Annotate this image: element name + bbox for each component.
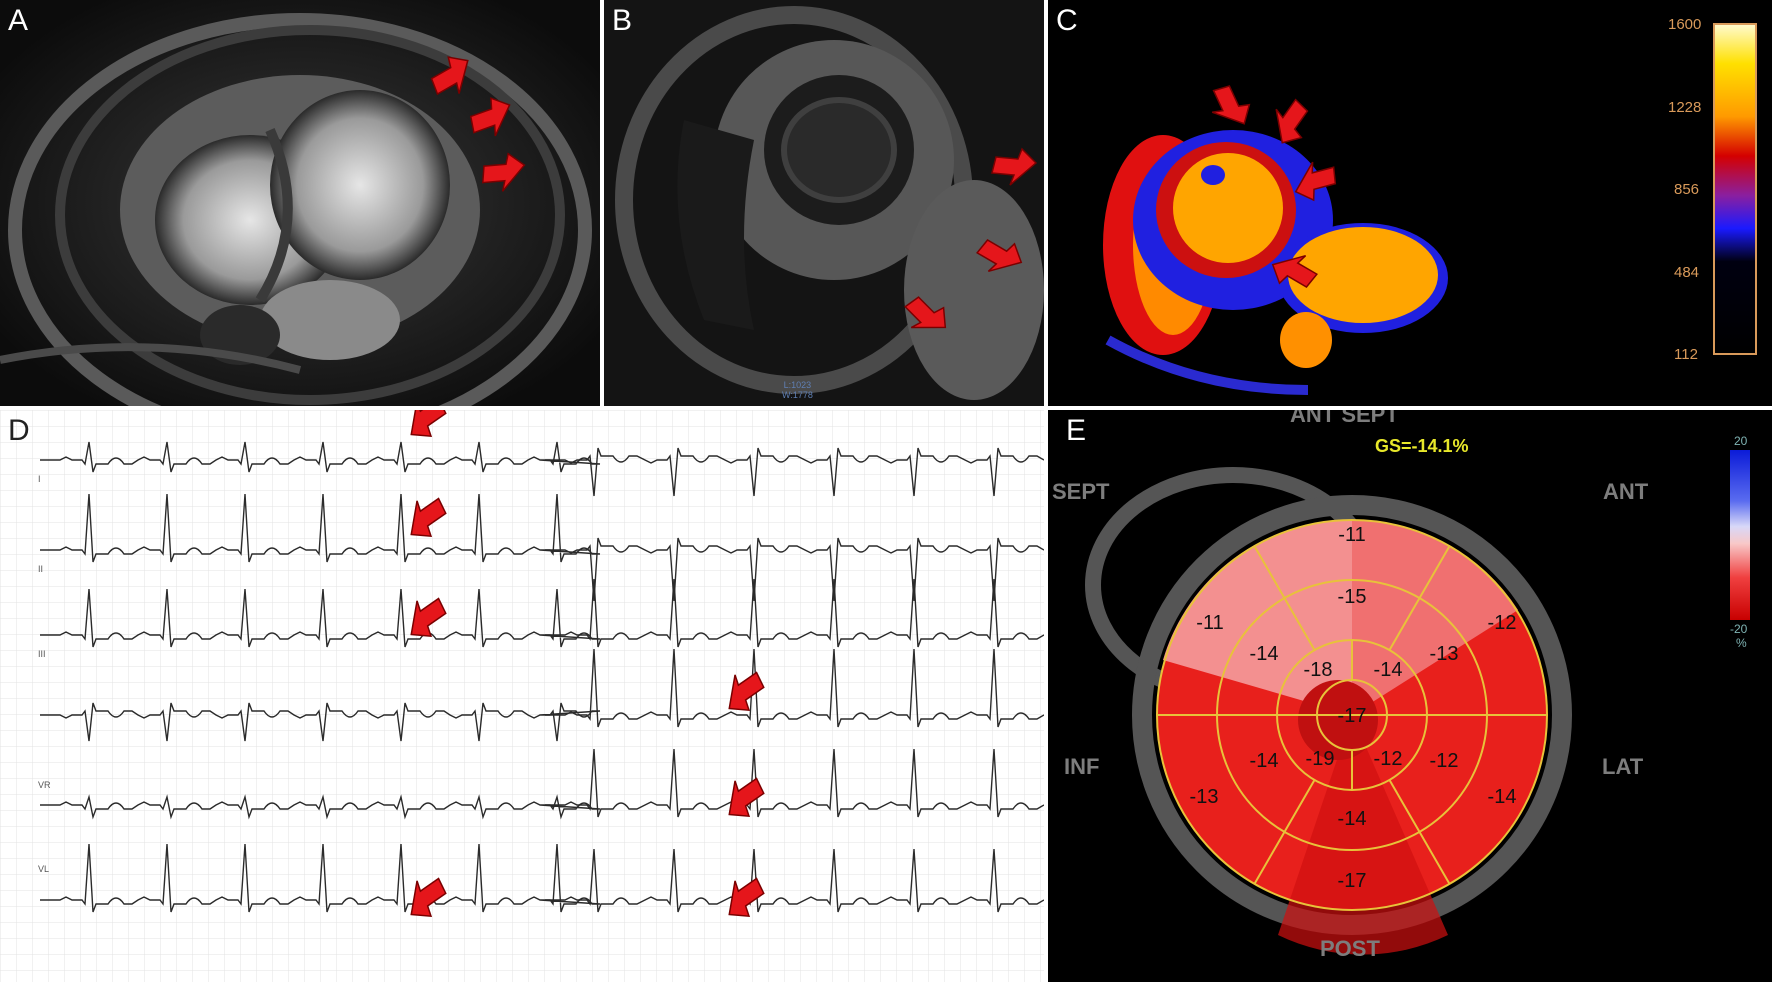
- arrow-d-6: [410, 877, 447, 918]
- lead-label-vl: VL: [38, 864, 49, 874]
- arrow-c-4: [1271, 254, 1318, 288]
- strain-scale-min: -20: [1730, 622, 1748, 636]
- panel-letter-e: E: [1066, 414, 1087, 447]
- orient-ant-sept-label: ANT SEPT: [1290, 410, 1399, 427]
- strain-scale-unit: %: [1736, 636, 1747, 650]
- arrow-d-4: [728, 671, 765, 712]
- lead-label-i: I: [38, 474, 41, 484]
- segment-outer-6: -11: [1196, 612, 1223, 634]
- ecg-right-trace: [545, 748, 1044, 818]
- colorbar-tick-1600: 1600: [1668, 16, 1702, 33]
- segment-middle-5: -14: [1250, 750, 1279, 772]
- mri-short-axis-image: [604, 0, 1044, 406]
- arrow-d-2: [410, 497, 447, 538]
- segment-inner-3: -19: [1306, 748, 1335, 770]
- window-level-l: L:1023: [783, 380, 812, 390]
- segment-middle-3: -12: [1430, 750, 1459, 772]
- segment-outer-1: -11: [1338, 524, 1365, 546]
- window-level-w: W:1778: [782, 390, 813, 400]
- arrow-d-3: [410, 597, 447, 638]
- colorbar-tick-112: 112: [1674, 346, 1698, 363]
- arrow-a-2: [469, 97, 511, 137]
- arrow-b-3: [904, 296, 947, 329]
- segment-middle-1: -15: [1338, 586, 1367, 608]
- ecg-left-trace: [40, 588, 601, 648]
- arrow-b-2: [976, 239, 1023, 273]
- lead-label-vr: VR: [38, 780, 51, 790]
- segment-inner-1: -14: [1374, 659, 1403, 681]
- arrow-d-5: [728, 777, 765, 818]
- segment-middle-6: -14: [1250, 643, 1279, 665]
- bullseye-plot: -11 -12 -14 -17 -13 -11 -15 -13 -12 -14 …: [1085, 450, 1750, 955]
- panel-letter-c: C: [1056, 4, 1078, 37]
- colorbar-tick-856: 856: [1674, 181, 1700, 198]
- panel-letter-b: B: [612, 4, 633, 37]
- segment-outer-5: -13: [1190, 786, 1219, 808]
- panel-e-strain-bullseye: -11 -12 -14 -17 -13 -11 -15 -13 -12 -14 …: [1048, 410, 1772, 982]
- segment-outer-4: -17: [1338, 870, 1367, 892]
- arrow-d-1: [410, 410, 447, 438]
- segment-inner-4: -18: [1304, 659, 1333, 681]
- orient-post: POST: [1320, 936, 1380, 961]
- t1-map-image: [1103, 23, 1757, 395]
- ecg-left-trace: [40, 702, 601, 742]
- segment-outer-2: -12: [1488, 612, 1517, 634]
- ecg-right-trace: [545, 447, 1044, 497]
- arrow-a-1: [430, 56, 469, 96]
- segment-middle-2: -13: [1430, 643, 1459, 665]
- arrow-c-3: [1294, 161, 1337, 202]
- ecg-right-trace: [545, 537, 1044, 602]
- ecg-right-trace: [545, 578, 1044, 648]
- colorbar-tick-1228: 1228: [1668, 99, 1702, 116]
- window-level-text: L:1023 W:1778: [782, 380, 813, 400]
- ecg-left-trace: [40, 843, 601, 913]
- panel-c-t1-mapping: C 1600 1228 856 484 112: [1048, 0, 1772, 406]
- lead-label-iii: III: [38, 649, 46, 659]
- lead-label-ii: II: [38, 564, 43, 574]
- arrow-c-1: [1211, 85, 1251, 125]
- panel-d-ecg: I II III VR VL D: [0, 410, 1044, 982]
- ecg-right-trace: [545, 648, 1044, 728]
- panel-letter-d: D: [8, 414, 30, 447]
- orient-sept: SEPT: [1052, 479, 1110, 504]
- orient-ant: ANT: [1603, 479, 1649, 504]
- panel-letter-a: A: [8, 4, 29, 37]
- arrow-a-3: [481, 152, 526, 192]
- arrow-d-7: [728, 877, 765, 918]
- colorbar-tick-484: 484: [1674, 264, 1700, 281]
- mri-four-chamber-image: [0, 0, 600, 406]
- panel-a-cardiac-mri-four-chamber: A: [0, 0, 600, 406]
- ecg-right-trace: [545, 848, 1044, 913]
- ecg-left-trace: [40, 493, 601, 563]
- arrow-b-1: [991, 147, 1038, 186]
- global-strain-label: GS=-14.1%: [1375, 436, 1469, 456]
- orient-lat: LAT: [1602, 754, 1644, 779]
- segment-outer-3: -14: [1488, 786, 1517, 808]
- ecg-left-trace: [40, 794, 601, 820]
- t1-colorbar: [1713, 23, 1757, 355]
- strain-scale-max: 20: [1734, 434, 1748, 448]
- panel-b-cardiac-mri-short-axis: B L:1023 W:1778: [604, 0, 1044, 406]
- segment-middle-4: -14: [1338, 808, 1367, 830]
- arrow-c-2: [1275, 98, 1309, 144]
- bullseye-grid: [1156, 519, 1548, 911]
- orient-inf: INF: [1064, 754, 1100, 779]
- ecg-left-trace: [40, 441, 601, 473]
- strain-colorbar: [1730, 450, 1750, 620]
- segment-inner-2: -12: [1374, 748, 1403, 770]
- segment-apex: -17: [1338, 705, 1367, 727]
